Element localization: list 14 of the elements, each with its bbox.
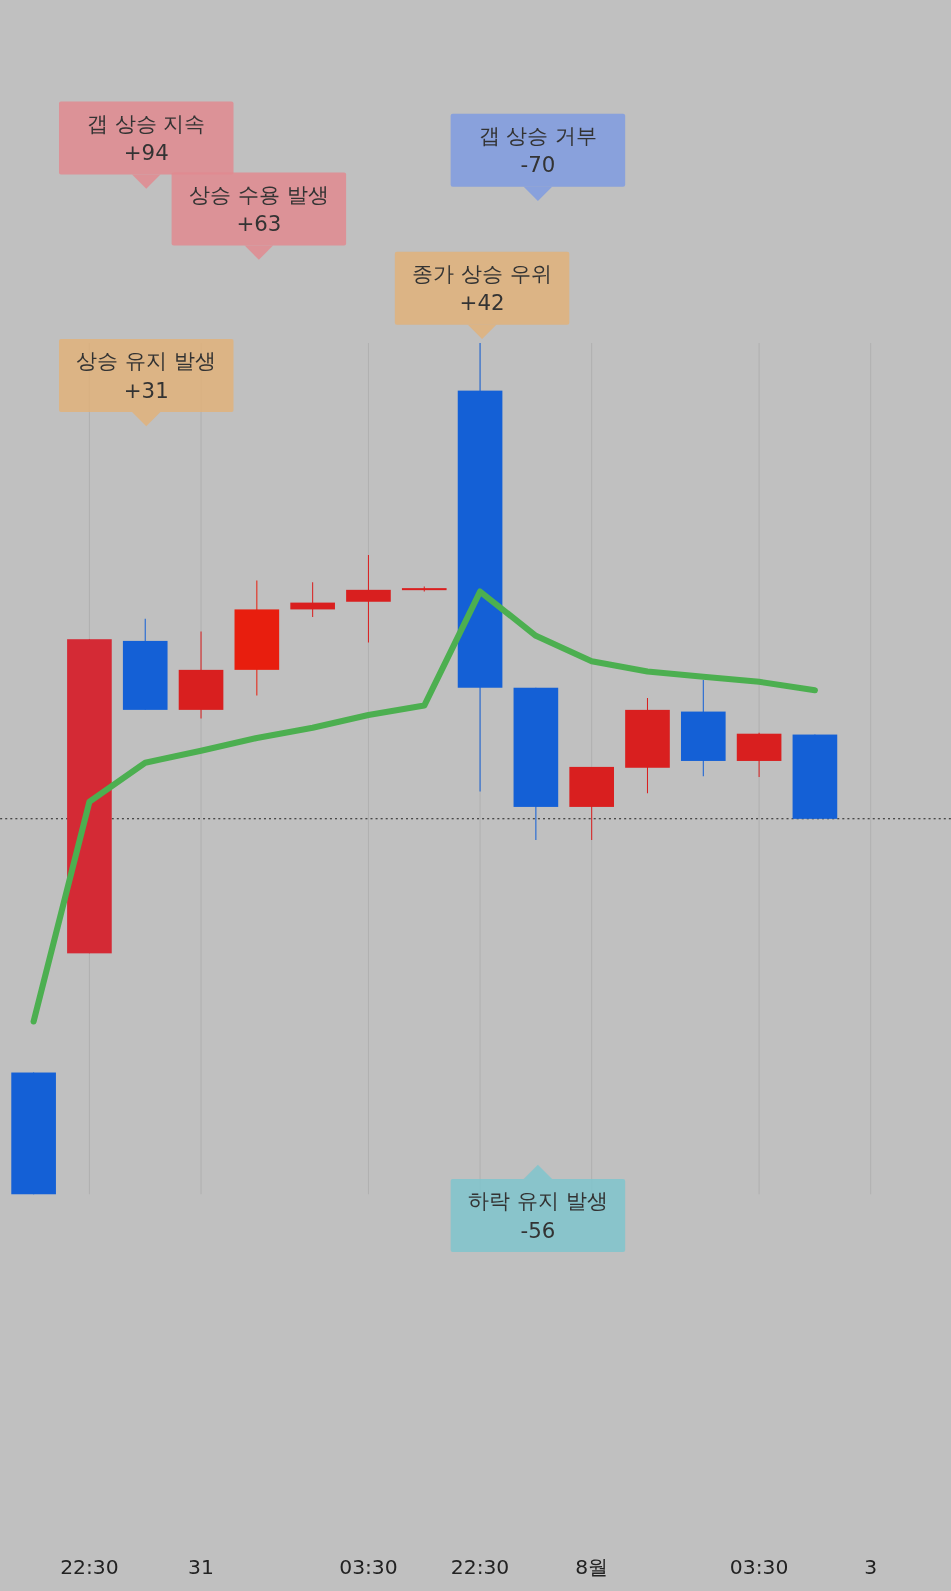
annotation: 하락 유지 발생 -56	[468, 1188, 608, 1243]
x-tick-label: 22:30	[450, 1554, 510, 1579]
x-tick-label: 8월	[575, 1554, 609, 1579]
text: 상승 수용 발생 +63	[189, 181, 329, 237]
text: 갭 상승 지속 +94	[86, 110, 206, 166]
text: 갭 상승 거부 -70	[478, 123, 598, 178]
text: 종가 상승 우위 +42	[412, 261, 552, 316]
candlestick	[346, 554, 391, 644]
x-tick-label: 3	[864, 1554, 878, 1579]
x-tick-label: 22:30	[60, 1554, 119, 1579]
x-tick-label: 03:30	[339, 1554, 398, 1579]
x-tick-label: 03:30	[729, 1554, 789, 1579]
annotation: 상승 유지 발생 +31	[76, 348, 217, 403]
x-tick-label: 31	[188, 1554, 214, 1579]
